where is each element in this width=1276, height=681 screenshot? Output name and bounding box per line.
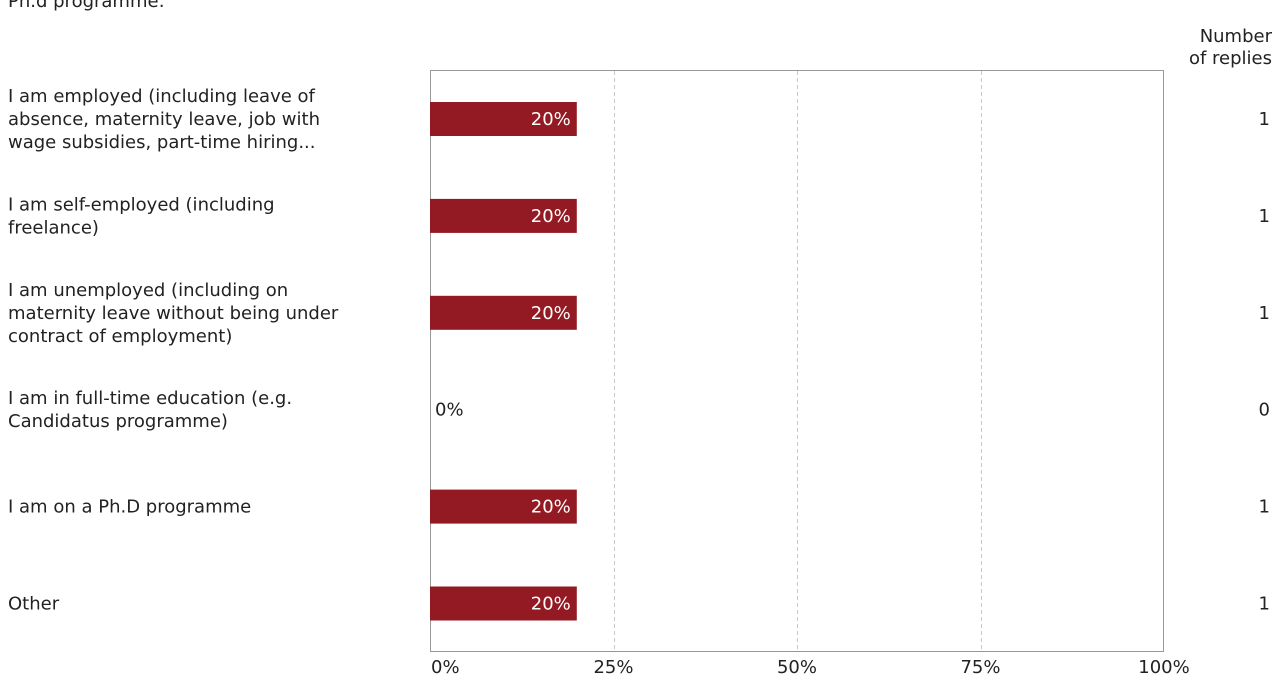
bar-value-label-5: 20% [531, 497, 571, 518]
bar-value-label-2: 20% [531, 206, 571, 227]
replies-count-2: 1 [1259, 206, 1270, 227]
replies-column-header: Number of replies [1189, 26, 1272, 70]
x-tick-label-25: 25% [593, 657, 633, 678]
x-tick-label-75: 75% [960, 657, 1000, 678]
replies-count-5: 1 [1259, 497, 1270, 518]
x-tick-label-50: 50% [777, 657, 817, 678]
bar-3 [430, 295, 577, 330]
x-tick-label-100: 100% [1138, 657, 1189, 678]
bar-2 [430, 198, 577, 233]
chart-caption: Ph.d programme: [8, 0, 165, 12]
bar-6 [430, 586, 577, 621]
category-label-4: I am in full-time education (e.g. Candida… [8, 388, 292, 432]
category-label-3: I am unemployed (including on maternity l… [8, 280, 339, 347]
category-label-5: I am on a Ph.D programme [8, 497, 251, 518]
replies-count-3: 1 [1259, 303, 1270, 324]
bar-5 [430, 489, 577, 524]
replies-count-6: 1 [1259, 594, 1270, 615]
bar-value-label-6: 20% [531, 594, 571, 615]
plot-frame [430, 70, 1164, 652]
bar-value-label-1: 20% [531, 109, 571, 130]
bar-value-label-3: 20% [531, 303, 571, 324]
category-label-1: I am employed (including leave of absence… [8, 86, 320, 153]
category-label-2: I am self-employed (including freelance) [8, 194, 275, 238]
bar-1 [430, 102, 577, 136]
category-label-6: Other [8, 594, 60, 615]
bar-value-label-4: 0% [435, 400, 464, 421]
replies-count-1: 1 [1259, 109, 1270, 130]
replies-header-line-1: Number [1199, 26, 1272, 47]
replies-count-4: 0 [1259, 400, 1270, 421]
replies-header-line-2: of replies [1188, 48, 1272, 69]
x-tick-label-0: 0% [431, 657, 460, 678]
